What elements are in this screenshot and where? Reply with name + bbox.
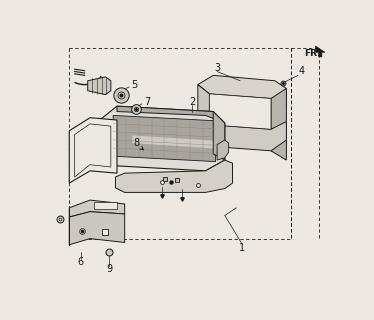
Polygon shape — [113, 116, 215, 162]
Bar — [69, 48, 291, 239]
Text: 4: 4 — [299, 66, 305, 76]
Text: 5: 5 — [131, 80, 137, 90]
Bar — [94, 203, 117, 209]
Polygon shape — [69, 212, 125, 245]
Polygon shape — [316, 46, 325, 57]
Text: FR.: FR. — [304, 49, 321, 58]
Polygon shape — [116, 160, 233, 192]
Polygon shape — [69, 118, 117, 183]
Polygon shape — [69, 200, 125, 217]
Polygon shape — [132, 135, 215, 148]
Polygon shape — [271, 88, 286, 160]
Polygon shape — [213, 112, 225, 160]
Text: 6: 6 — [78, 257, 84, 267]
Polygon shape — [198, 75, 286, 108]
Text: 7: 7 — [145, 97, 151, 107]
Polygon shape — [88, 77, 111, 95]
Text: 8: 8 — [133, 138, 139, 148]
Polygon shape — [75, 124, 111, 177]
Text: 2: 2 — [189, 97, 196, 107]
Polygon shape — [117, 106, 225, 123]
Polygon shape — [198, 84, 209, 146]
Polygon shape — [209, 94, 271, 129]
Polygon shape — [198, 116, 286, 151]
Text: 3: 3 — [214, 63, 220, 73]
Text: 9: 9 — [106, 264, 112, 275]
Polygon shape — [98, 106, 225, 171]
Text: 1: 1 — [239, 243, 246, 253]
Polygon shape — [217, 140, 229, 160]
